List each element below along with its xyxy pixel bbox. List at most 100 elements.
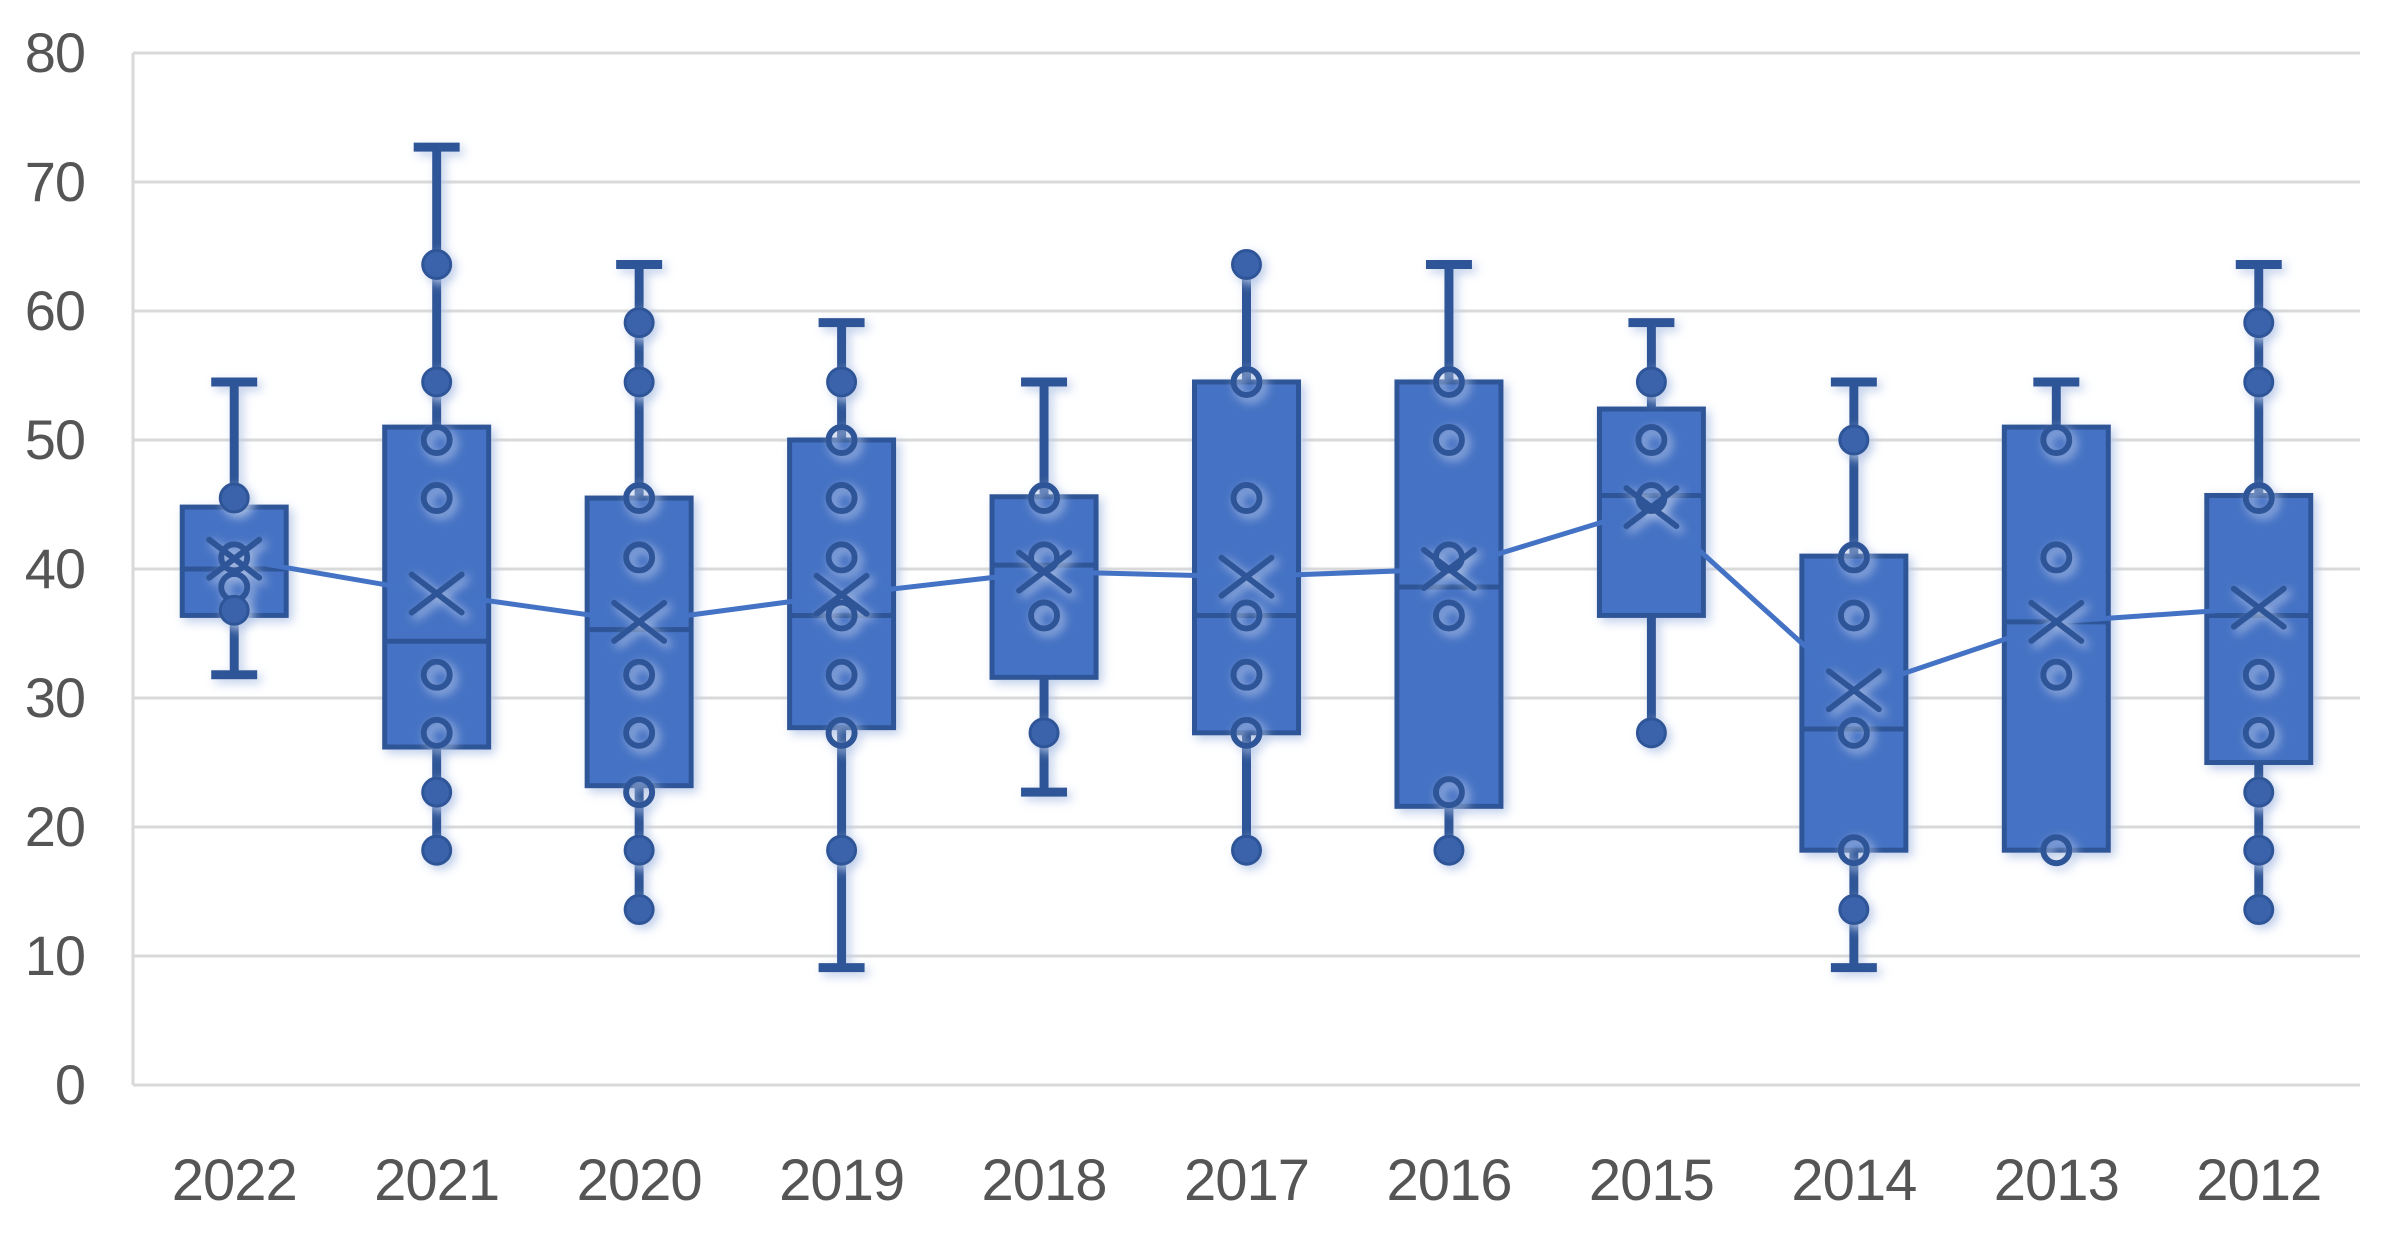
box-group-2017 — [1192, 264, 1301, 851]
x-axis-category-label: 2013 — [1994, 1148, 2119, 1213]
points-group-2021 — [408, 249, 465, 866]
points-group-2016 — [1420, 365, 1477, 866]
y-axis-tick-label: 20 — [25, 795, 85, 858]
x-axis-category-label: 2020 — [577, 1148, 702, 1213]
filled-data-point — [2243, 366, 2275, 398]
filled-data-point — [421, 776, 453, 808]
mean-marker — [206, 536, 263, 581]
open-data-point — [2242, 658, 2275, 691]
open-data-point — [1837, 541, 1870, 574]
box-rect — [1192, 379, 1301, 736]
filled-data-point — [623, 366, 655, 398]
open-data-point — [1635, 424, 1668, 456]
filled-data-point — [1635, 366, 1667, 398]
filled-data-point — [2243, 307, 2275, 339]
points-group-2013 — [2028, 424, 2085, 867]
y-axis-tick-label: 70 — [25, 150, 85, 213]
open-data-point — [825, 658, 858, 691]
filled-data-point — [421, 249, 453, 281]
open-data-point — [420, 424, 453, 456]
mean-marker — [2230, 585, 2287, 630]
filled-data-point — [1028, 717, 1060, 749]
open-data-point — [1230, 716, 1263, 749]
y-axis-tick-label: 50 — [25, 408, 85, 471]
open-data-point — [1028, 482, 1061, 515]
filled-data-point — [1838, 424, 1870, 456]
open-data-point — [1028, 599, 1061, 632]
box-rect — [989, 494, 1099, 680]
x-axis-category-label: 2012 — [2196, 1148, 2321, 1213]
open-data-point — [1837, 716, 1870, 749]
open-data-point — [1432, 365, 1465, 398]
open-data-point — [825, 599, 858, 632]
open-data-point — [2242, 482, 2275, 515]
box-rect — [584, 495, 694, 789]
open-data-point — [420, 658, 453, 691]
mean-marker — [813, 572, 870, 617]
points-group-2012 — [2230, 307, 2287, 926]
box-group-2018 — [989, 377, 1099, 797]
filled-data-point — [1231, 834, 1262, 866]
y-axis-tick-label: 40 — [25, 537, 85, 600]
points-group-2017 — [1218, 249, 1275, 866]
x-axis-category-label: 2022 — [172, 1148, 297, 1213]
open-data-point — [1230, 599, 1263, 632]
open-data-point — [218, 541, 251, 574]
filled-data-point — [2243, 776, 2275, 808]
open-data-point — [2040, 834, 2073, 867]
x-axis-category-label: 2015 — [1589, 1148, 1714, 1213]
open-data-point — [420, 716, 453, 749]
mean-marker — [2028, 599, 2085, 644]
open-data-point — [1230, 365, 1263, 398]
box-rect — [2001, 424, 2111, 853]
points-group-2018 — [1016, 482, 1073, 749]
points-group-2020 — [611, 307, 668, 926]
filled-data-point — [1838, 894, 1870, 926]
open-data-point — [623, 541, 656, 574]
box-rect — [1394, 379, 1504, 809]
open-data-point — [623, 716, 656, 749]
filled-data-point — [2243, 894, 2275, 926]
open-data-point — [1432, 599, 1465, 632]
filled-data-point — [1635, 717, 1667, 749]
filled-data-point — [1231, 249, 1262, 281]
open-data-point — [1432, 776, 1465, 809]
open-data-point — [2040, 541, 2073, 574]
points-group-2022 — [206, 482, 263, 626]
open-data-point — [2040, 658, 2073, 691]
box-rect — [787, 437, 897, 731]
open-data-point — [1837, 834, 1870, 867]
mean-marker — [408, 571, 465, 616]
filled-data-point — [623, 834, 655, 866]
points-group-2015 — [1623, 366, 1680, 749]
mean-marker — [611, 599, 668, 644]
x-axis-category-label: 2021 — [374, 1148, 499, 1213]
open-data-point — [623, 482, 656, 515]
filled-data-point — [826, 834, 858, 866]
mean-marker — [1218, 554, 1275, 599]
filled-data-point — [623, 307, 655, 339]
mean-marker — [1016, 549, 1073, 594]
points-group-2014 — [1825, 424, 1882, 926]
open-data-point — [825, 482, 858, 515]
x-axis-category-label: 2018 — [982, 1148, 1107, 1213]
mean-marker — [1623, 485, 1680, 530]
y-axis-tick-label: 60 — [25, 279, 85, 342]
mean-marker — [1825, 668, 1882, 713]
open-data-point — [420, 482, 453, 515]
mean-marker — [1420, 547, 1477, 591]
box-group-2019 — [787, 318, 897, 973]
open-data-point — [1230, 658, 1263, 691]
x-axis-category-label: 2014 — [1791, 1148, 1916, 1213]
points-group-2019 — [813, 366, 870, 866]
filled-data-point — [2243, 834, 2275, 866]
open-data-point — [1432, 424, 1465, 456]
filled-data-point — [218, 482, 250, 514]
y-axis-tick-label: 0 — [55, 1053, 85, 1116]
filled-data-point — [421, 366, 453, 398]
y-axis-tick-label: 80 — [25, 21, 85, 84]
open-data-point — [825, 716, 858, 749]
open-data-point — [623, 776, 656, 809]
